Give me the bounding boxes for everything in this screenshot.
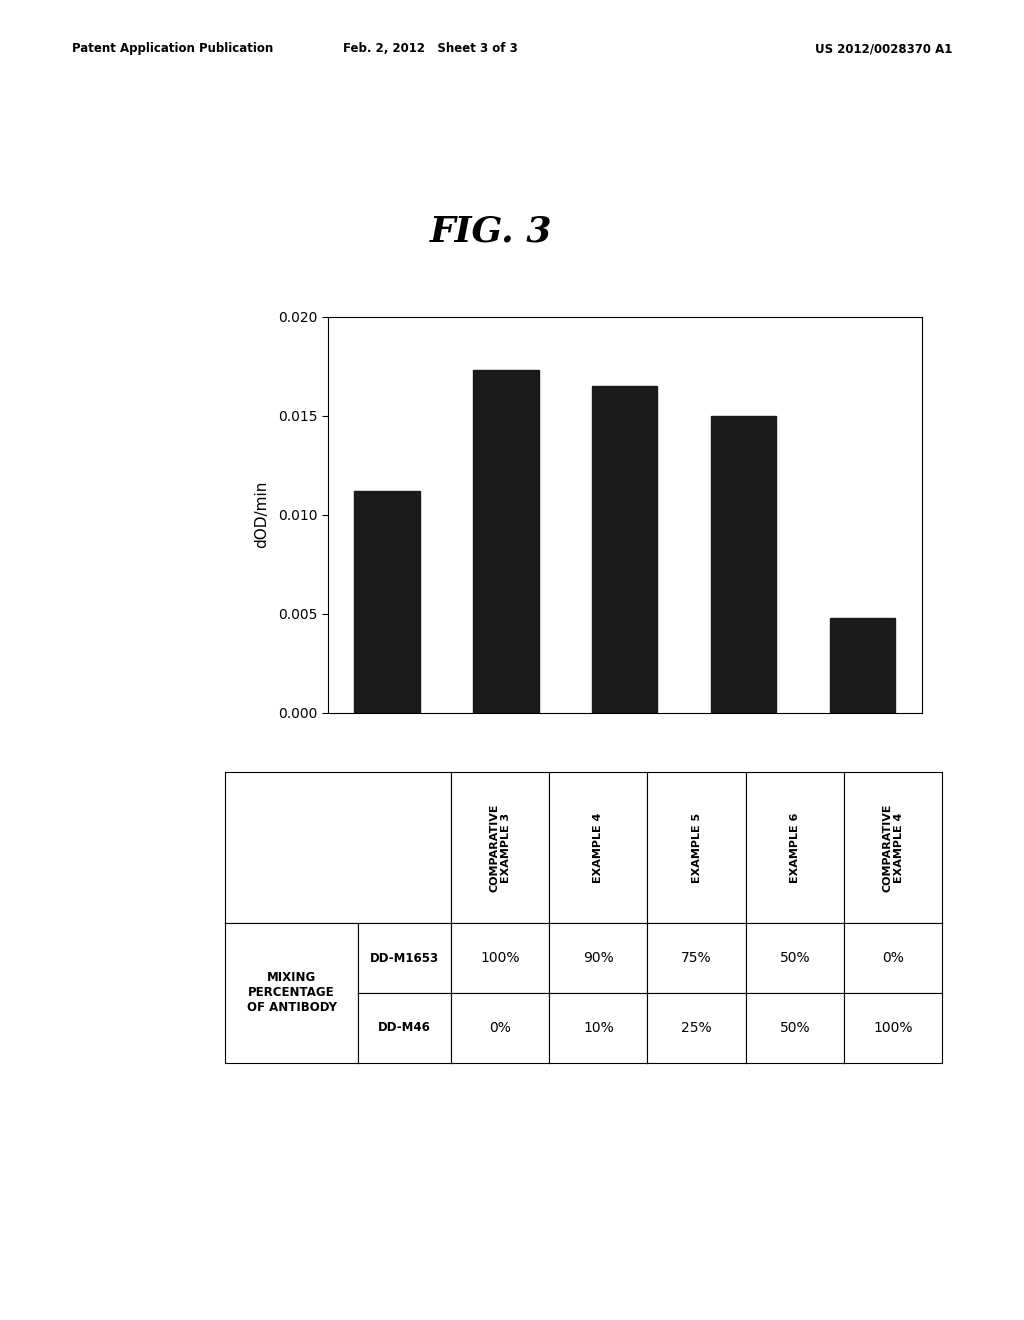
Bar: [354, 491, 420, 713]
Text: COMPARATIVE
EXAMPLE 3: COMPARATIVE EXAMPLE 3: [489, 804, 511, 892]
Text: 0%: 0%: [489, 1020, 511, 1035]
Text: Feb. 2, 2012   Sheet 3 of 3: Feb. 2, 2012 Sheet 3 of 3: [343, 42, 517, 55]
Text: Patent Application Publication: Patent Application Publication: [72, 42, 273, 55]
Text: DD-M1653: DD-M1653: [370, 952, 439, 965]
Text: EXAMPLE 6: EXAMPLE 6: [790, 813, 800, 883]
Text: EXAMPLE 4: EXAMPLE 4: [593, 813, 603, 883]
Text: 90%: 90%: [583, 950, 613, 965]
Text: FIG. 3: FIG. 3: [430, 214, 553, 248]
Text: DD-M46: DD-M46: [378, 1022, 431, 1035]
Text: 100%: 100%: [480, 950, 520, 965]
Text: US 2012/0028370 A1: US 2012/0028370 A1: [815, 42, 952, 55]
Bar: [473, 370, 539, 713]
Bar: [829, 618, 895, 713]
Text: EXAMPLE 5: EXAMPLE 5: [691, 813, 701, 883]
Text: 100%: 100%: [873, 1020, 912, 1035]
Text: 50%: 50%: [779, 1020, 810, 1035]
Bar: [711, 416, 776, 713]
Text: 10%: 10%: [583, 1020, 613, 1035]
Text: 0%: 0%: [882, 950, 904, 965]
Bar: [592, 385, 657, 713]
Text: 25%: 25%: [681, 1020, 712, 1035]
Text: COMPARATIVE
EXAMPLE 4: COMPARATIVE EXAMPLE 4: [883, 804, 904, 892]
Text: MIXING
PERCENTAGE
OF ANTIBODY: MIXING PERCENTAGE OF ANTIBODY: [247, 972, 337, 1014]
Y-axis label: dOD/min: dOD/min: [254, 480, 269, 549]
Text: 50%: 50%: [779, 950, 810, 965]
Text: 75%: 75%: [681, 950, 712, 965]
